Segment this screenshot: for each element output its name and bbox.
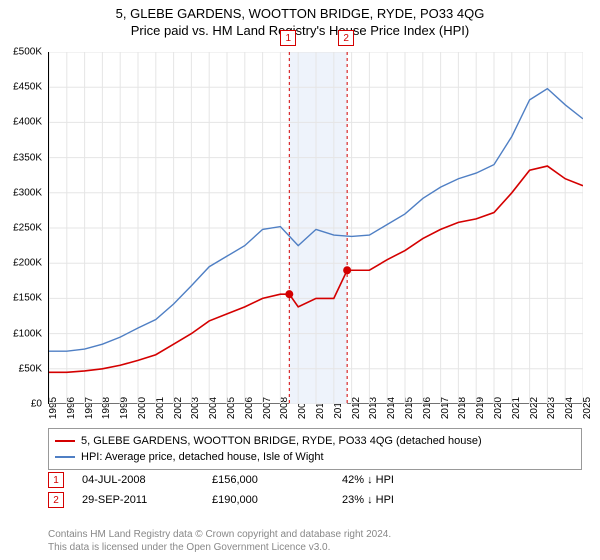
marker-badge: 2: [48, 492, 64, 508]
chart-marker-badge: 1: [280, 30, 296, 46]
marker-badge: 1: [48, 472, 64, 488]
y-tick-label: £350K: [13, 152, 42, 163]
page-title: 5, GLEBE GARDENS, WOOTTON BRIDGE, RYDE, …: [0, 6, 600, 21]
sale-delta: 23% ↓ HPI: [342, 494, 472, 506]
sale-delta: 42% ↓ HPI: [342, 474, 472, 486]
legend-swatch: [55, 440, 75, 442]
chart-marker-badge: 2: [338, 30, 354, 46]
legend-label: 5, GLEBE GARDENS, WOOTTON BRIDGE, RYDE, …: [81, 435, 482, 447]
sale-price: £156,000: [212, 474, 342, 486]
sales-table: 1 04-JUL-2008 £156,000 42% ↓ HPI 2 29-SE…: [48, 470, 582, 510]
legend: 5, GLEBE GARDENS, WOOTTON BRIDGE, RYDE, …: [48, 428, 582, 470]
sale-date: 29-SEP-2011: [82, 494, 212, 506]
y-tick-label: £50K: [19, 363, 42, 374]
legend-item-property: 5, GLEBE GARDENS, WOOTTON BRIDGE, RYDE, …: [55, 433, 575, 449]
y-tick-label: £250K: [13, 223, 42, 234]
page-subtitle: Price paid vs. HM Land Registry's House …: [0, 23, 600, 38]
footer-line: Contains HM Land Registry data © Crown c…: [48, 528, 582, 541]
legend-item-hpi: HPI: Average price, detached house, Isle…: [55, 449, 575, 465]
y-tick-label: £100K: [13, 328, 42, 339]
x-tick-label: 2025: [582, 397, 593, 419]
y-tick-label: £0: [31, 399, 42, 410]
sale-price: £190,000: [212, 494, 342, 506]
price-chart: £0£50K£100K£150K£200K£250K£300K£350K£400…: [48, 52, 582, 404]
footer: Contains HM Land Registry data © Crown c…: [48, 528, 582, 554]
y-tick-label: £150K: [13, 293, 42, 304]
table-row: 2 29-SEP-2011 £190,000 23% ↓ HPI: [48, 490, 582, 510]
y-tick-label: £500K: [13, 47, 42, 58]
table-row: 1 04-JUL-2008 £156,000 42% ↓ HPI: [48, 470, 582, 490]
y-tick-label: £400K: [13, 117, 42, 128]
legend-swatch: [55, 456, 75, 458]
sale-date: 04-JUL-2008: [82, 474, 212, 486]
footer-line: This data is licensed under the Open Gov…: [48, 541, 582, 554]
legend-label: HPI: Average price, detached house, Isle…: [81, 451, 324, 463]
y-tick-label: £300K: [13, 187, 42, 198]
y-tick-label: £200K: [13, 258, 42, 269]
y-tick-label: £450K: [13, 82, 42, 93]
